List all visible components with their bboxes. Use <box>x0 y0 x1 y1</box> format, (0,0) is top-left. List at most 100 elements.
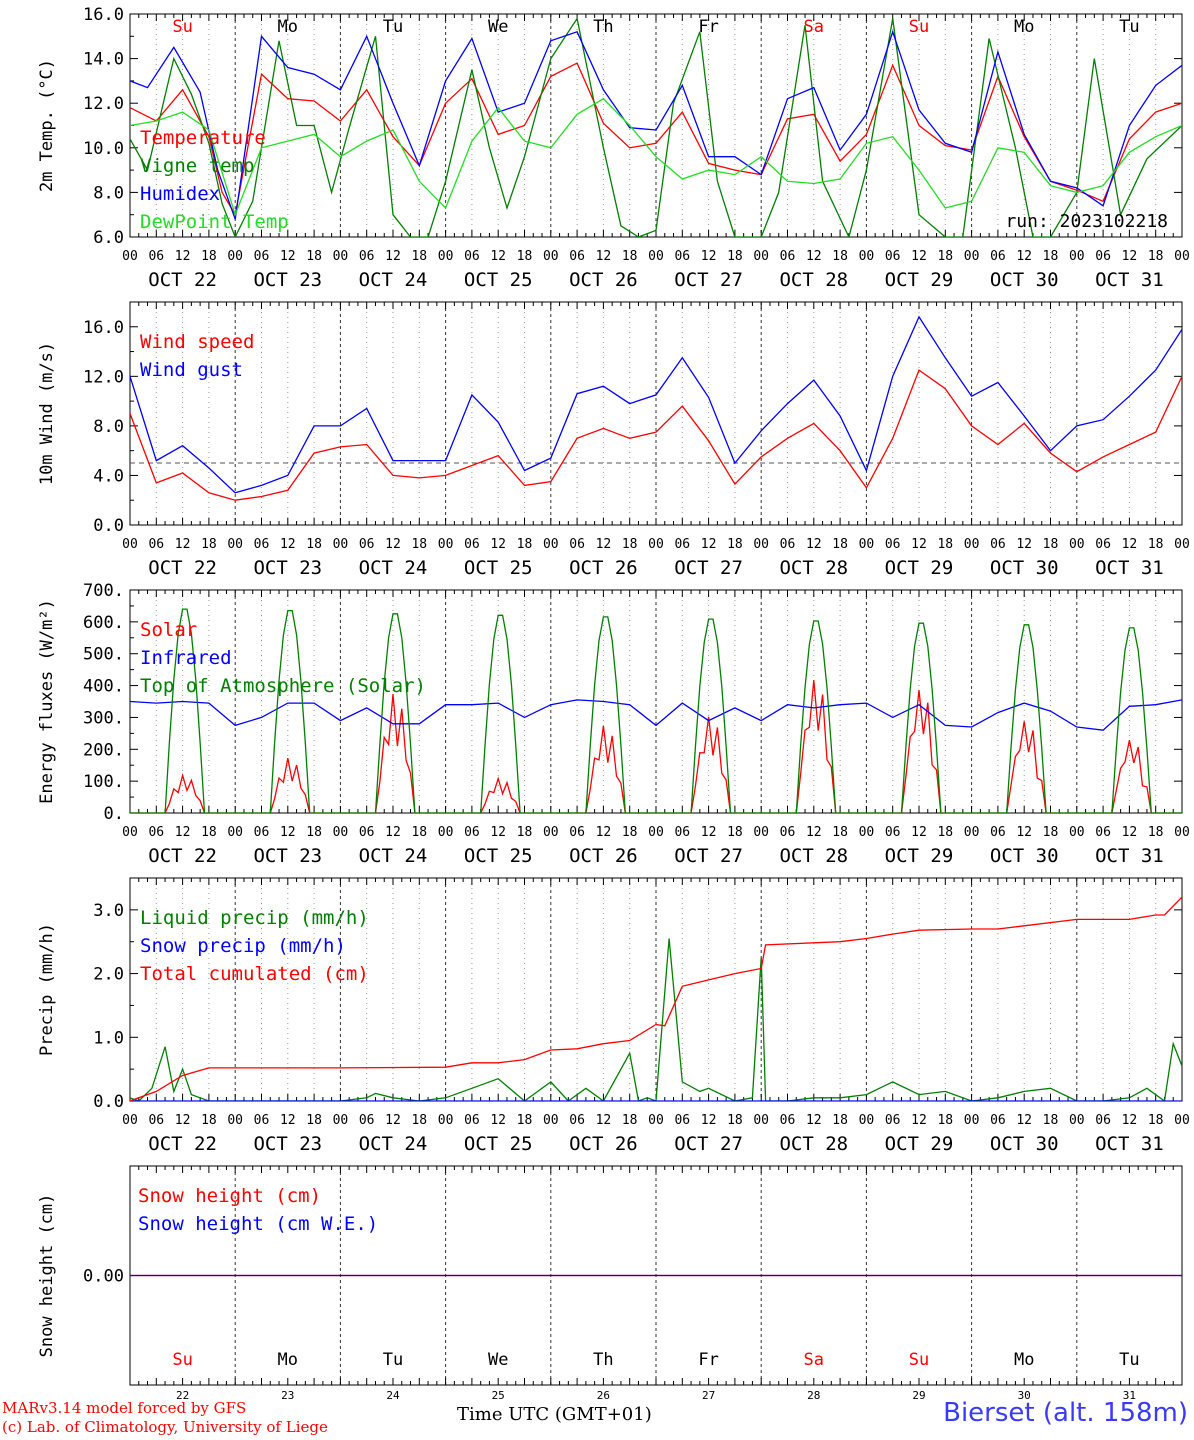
hour-label: 18 <box>1043 825 1059 840</box>
plot-area <box>130 608 1182 813</box>
hour-label: 12 <box>911 249 927 264</box>
y-axis-label: 2m Temp. (°C) <box>37 59 57 192</box>
date-label: OCT 24 <box>359 845 428 867</box>
hour-label: 00 <box>964 1113 980 1128</box>
hour-label: 00 <box>1069 537 1085 552</box>
date-label: OCT 29 <box>885 845 954 867</box>
date-label: OCT 27 <box>674 1133 743 1155</box>
date-label: OCT 23 <box>253 1133 322 1155</box>
weekday-label: We <box>488 17 508 37</box>
hour-label: 00 <box>227 825 243 840</box>
hour-label: 18 <box>727 1113 743 1128</box>
wind-panel: 0.0 4.0 8.0 12.0 16.0 10m Wind (m/s) Wind spee… <box>37 301 1190 579</box>
legend-snow-height-cm: Snow height (cm) <box>138 1185 321 1207</box>
hour-label: 00 <box>964 825 980 840</box>
energy-fluxes-panel: 0. 100. 200. 300. 400. 500. 600. 700. Energy flu… <box>37 581 1190 867</box>
hour-label: 06 <box>569 249 585 264</box>
hour-label: 06 <box>148 537 164 552</box>
hour-label: 06 <box>359 1113 375 1128</box>
hour-label: 18 <box>1148 825 1164 840</box>
hour-label: 00 <box>543 825 559 840</box>
hour-label: 18 <box>1043 249 1059 264</box>
liquid-precip-mm-h-line <box>130 938 1182 1101</box>
hour-label: 06 <box>359 249 375 264</box>
legend-vigne-temp: Vigne temp <box>140 155 254 177</box>
hour-label: 18 <box>1148 249 1164 264</box>
hour-label: 18 <box>1148 1113 1164 1128</box>
hour-label: 18 <box>937 249 953 264</box>
hour-label: 06 <box>254 1113 270 1128</box>
hour-label: 18 <box>622 1113 638 1128</box>
hour-label: 12 <box>911 537 927 552</box>
hour-label: 00 <box>648 825 664 840</box>
hour-label: 18 <box>517 249 533 264</box>
date-label: OCT 26 <box>569 269 638 291</box>
date-label: OCT 28 <box>779 557 848 579</box>
weekday-label: Su <box>172 17 192 37</box>
infrared-line <box>130 699 1182 731</box>
hour-label: 18 <box>517 1113 533 1128</box>
date-label: OCT 25 <box>464 1133 533 1155</box>
hour-label: 06 <box>254 537 270 552</box>
date-label: OCT 28 <box>779 269 848 291</box>
hour-label: 06 <box>148 1113 164 1128</box>
legend-infrared: Infrared <box>140 647 232 669</box>
y-axis-label: Snow height (cm) <box>37 1194 57 1358</box>
temperature-panel: 6.0 8.0 10.0 12.0 14.0 16.0 2m Temp. (°C) Tempe… <box>37 5 1190 291</box>
y-tick-label: 600. <box>83 613 124 633</box>
hour-label: 12 <box>596 537 612 552</box>
day-number-label: 26 <box>597 1389 610 1402</box>
hour-label: 18 <box>517 537 533 552</box>
hour-label: 12 <box>1016 249 1032 264</box>
hour-label: 06 <box>885 249 901 264</box>
date-label: OCT 30 <box>990 845 1059 867</box>
hour-label: 18 <box>622 249 638 264</box>
y-tick-label: 3.0 <box>93 901 124 921</box>
hour-label: 00 <box>122 1113 138 1128</box>
hour-label: 00 <box>859 249 875 264</box>
snow-height-panel: 0.00 Snow height (cm) Snow height (cm) Snow… <box>37 1165 1183 1402</box>
hour-label: 06 <box>780 537 796 552</box>
hour-label: 18 <box>937 537 953 552</box>
legend-snow-precip-mm-h: Snow precip (mm/h) <box>140 935 346 957</box>
weekday-label: Sa <box>804 1350 824 1370</box>
hour-label: 18 <box>201 1113 217 1128</box>
y-tick-label: 8.0 <box>93 183 124 203</box>
hour-label: 00 <box>438 825 454 840</box>
hour-label: 00 <box>227 249 243 264</box>
weekday-label: Su <box>909 17 929 37</box>
hour-label: 12 <box>490 825 506 840</box>
day-number-label: 25 <box>492 1389 505 1402</box>
hour-label: 06 <box>464 537 480 552</box>
hour-label: 00 <box>964 537 980 552</box>
hour-label: 12 <box>701 249 717 264</box>
hour-label: 18 <box>306 537 322 552</box>
day-number-label: 23 <box>281 1389 294 1402</box>
date-label: OCT 25 <box>464 269 533 291</box>
date-label: OCT 22 <box>148 845 217 867</box>
legend-top-of-atmosphere-solar: Top of Atmosphere (Solar) <box>140 675 426 697</box>
weekday-label: Fr <box>698 17 718 37</box>
y-axis-label: 10m Wind (m/s) <box>37 342 57 485</box>
y-tick-label: 400. <box>83 677 124 697</box>
hour-label: 06 <box>780 249 796 264</box>
day-number-label: 29 <box>912 1389 925 1402</box>
hour-label: 12 <box>280 249 296 264</box>
weekday-label: We <box>488 1350 508 1370</box>
date-label: OCT 29 <box>885 269 954 291</box>
date-label: OCT 30 <box>990 269 1059 291</box>
y-tick-label: 100. <box>83 772 124 792</box>
y-tick-label: 10.0 <box>83 139 124 159</box>
date-label: OCT 30 <box>990 557 1059 579</box>
hour-label: 12 <box>490 1113 506 1128</box>
legend-total-cumulated-cm: Total cumulated (cm) <box>140 963 369 985</box>
hour-label: 06 <box>359 825 375 840</box>
station-name: Bierset (alt. 158m) <box>943 1398 1188 1428</box>
hour-label: 06 <box>464 249 480 264</box>
hour-label: 12 <box>385 1113 401 1128</box>
hour-label: 18 <box>832 1113 848 1128</box>
hour-label: 18 <box>306 825 322 840</box>
hour-label: 12 <box>175 249 191 264</box>
date-label: OCT 22 <box>148 269 217 291</box>
